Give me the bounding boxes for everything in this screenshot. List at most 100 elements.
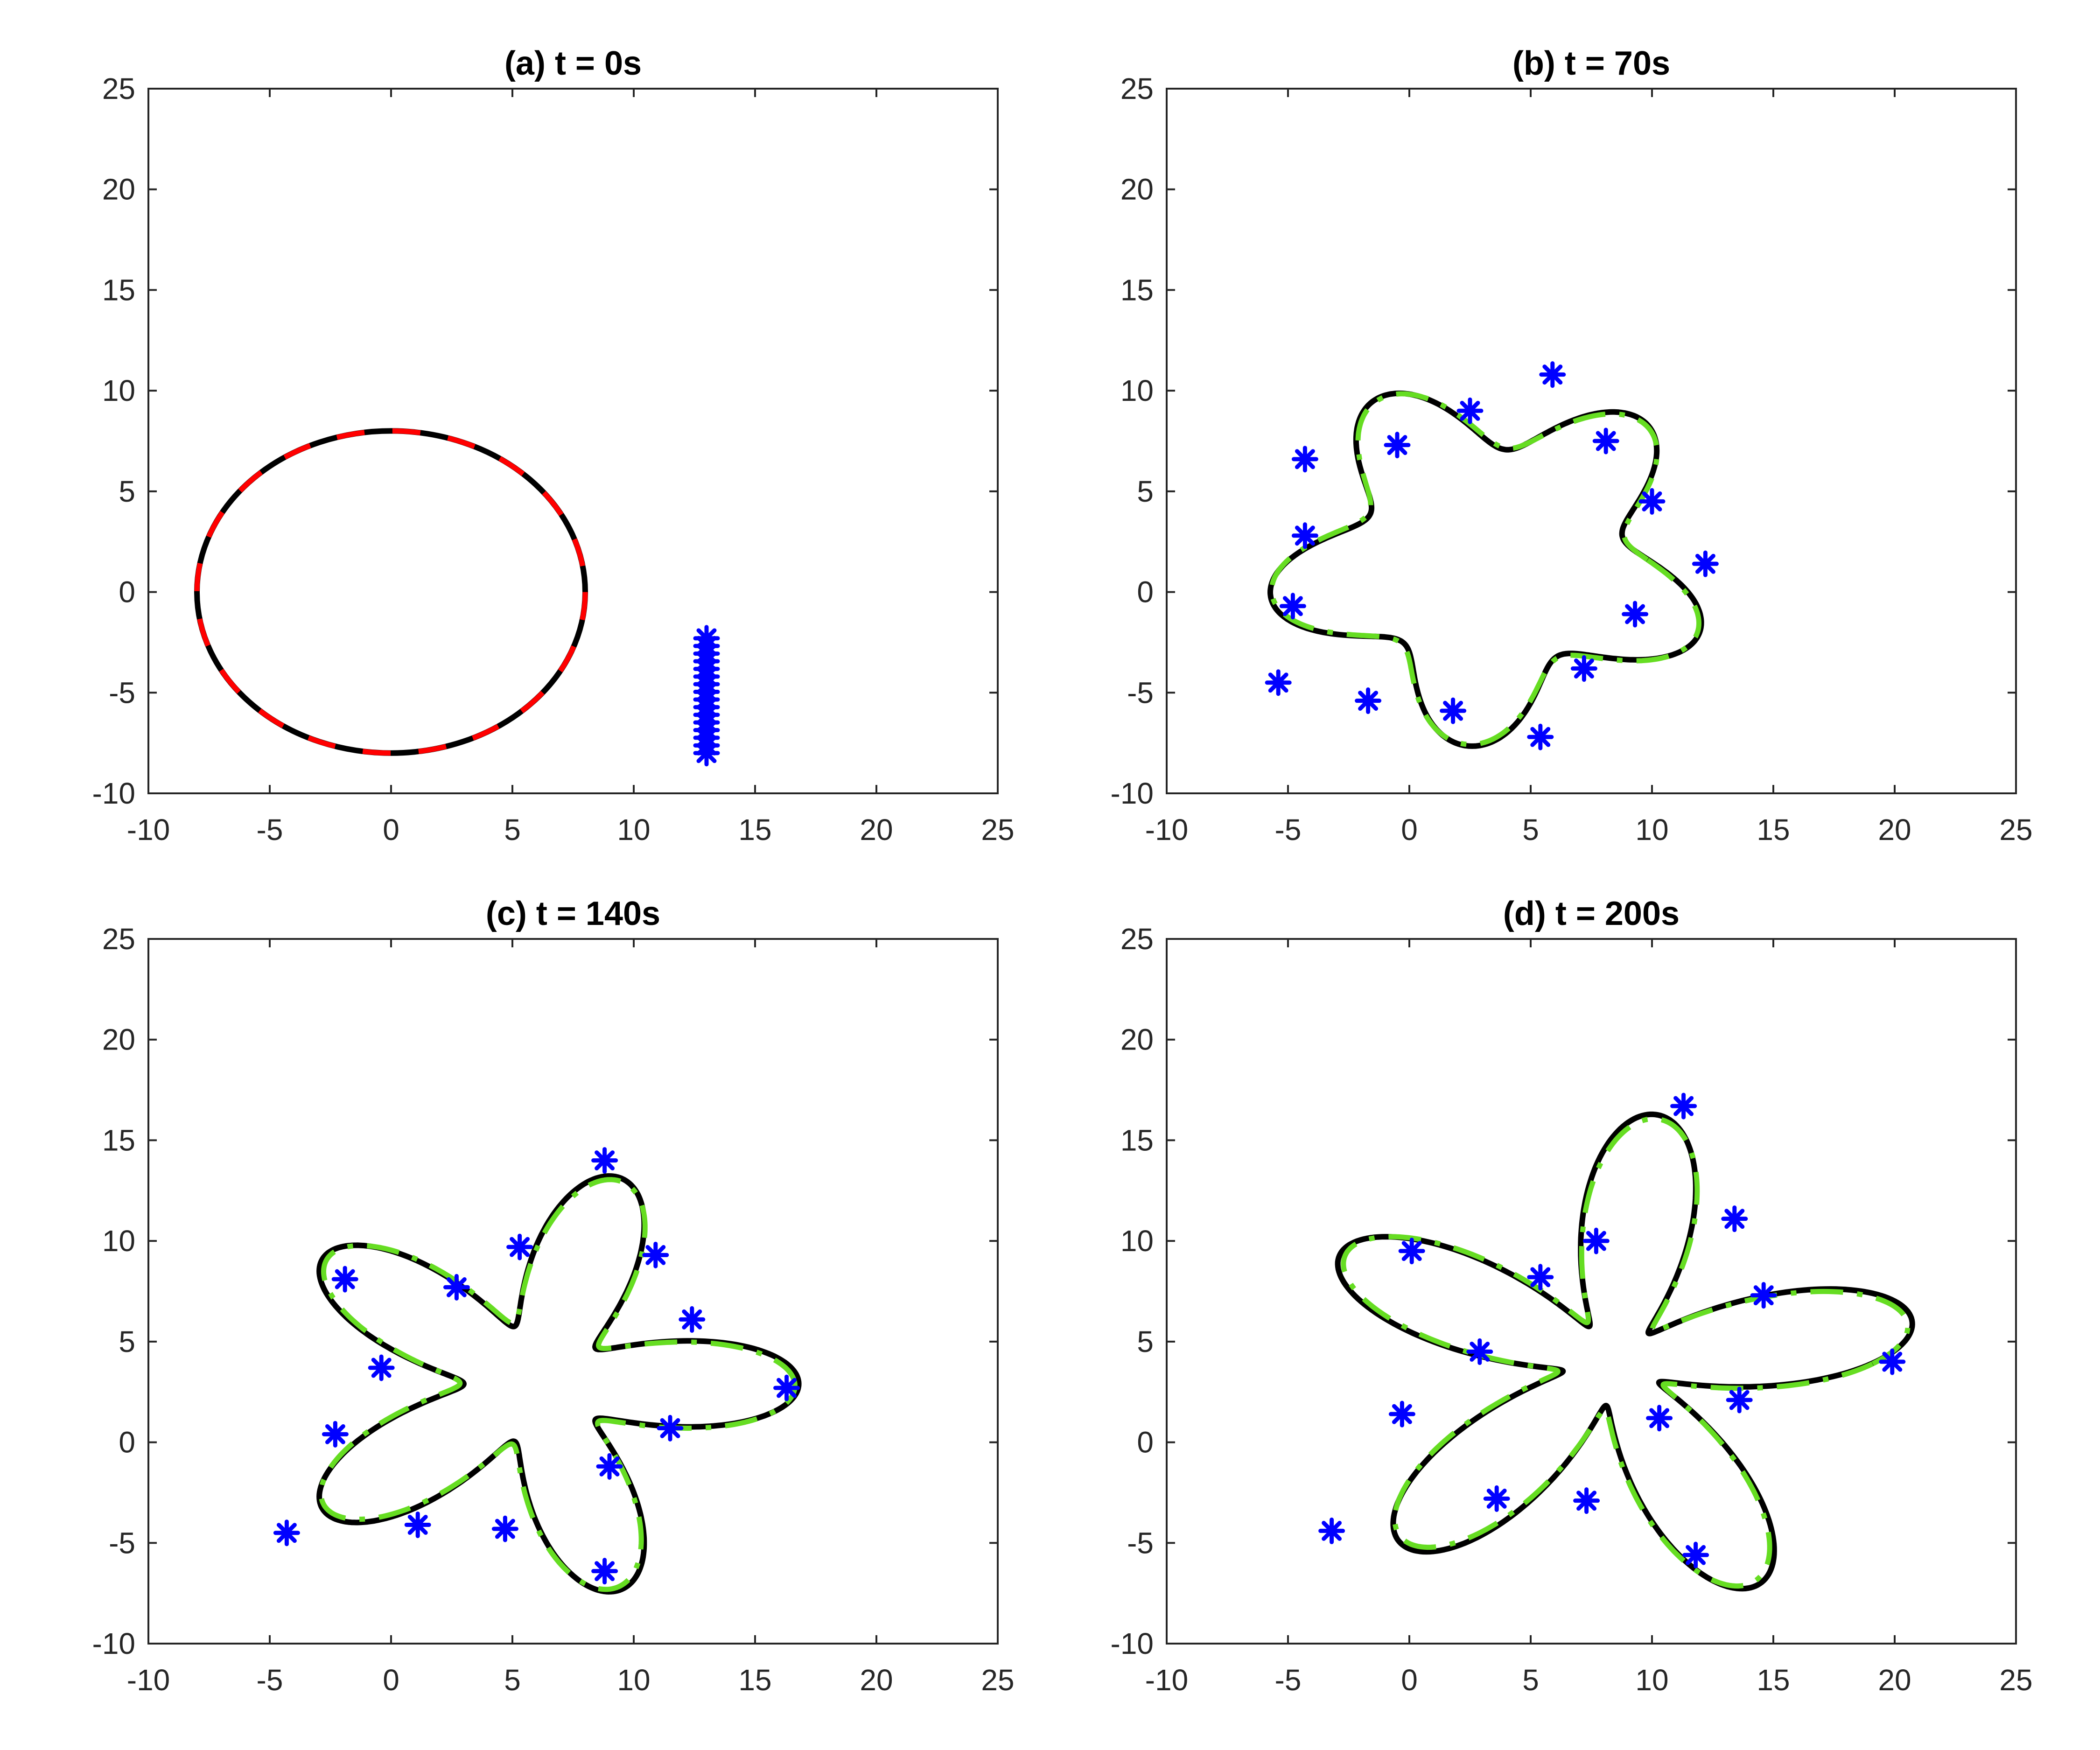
agent-marker <box>1670 1092 1697 1120</box>
plot-content <box>1318 1092 1915 1592</box>
agent-marker <box>491 1515 518 1542</box>
plot-area <box>147 88 999 794</box>
agent-marker <box>1726 1386 1753 1414</box>
agent-marker <box>657 1414 684 1442</box>
agent-marker <box>1318 1517 1345 1544</box>
y-tick-label: -10 <box>92 777 136 810</box>
agent-marker <box>1398 1238 1425 1265</box>
x-tick-label: 5 <box>504 1663 521 1697</box>
agent-marker <box>1692 550 1719 577</box>
y-tick-label: 25 <box>102 922 135 956</box>
y-tick-label: 15 <box>1120 1123 1154 1157</box>
panel-title: (a) t = 0s <box>504 45 642 82</box>
x-tick-label: 15 <box>1757 1663 1790 1697</box>
y-tick-label: 15 <box>102 273 135 307</box>
plot-content <box>1265 361 1719 750</box>
agent-marker <box>591 1147 618 1174</box>
plot-content <box>273 1147 802 1595</box>
agent-marker <box>1721 1205 1748 1232</box>
agent-marker <box>331 1266 358 1293</box>
x-tick-label: 5 <box>1522 813 1539 847</box>
agent-marker <box>1466 1338 1493 1365</box>
x-tick-label: 25 <box>981 813 1014 847</box>
y-tick-label: 10 <box>102 1224 135 1258</box>
y-tick-label: 20 <box>102 1023 135 1057</box>
y-tick-label: 20 <box>102 173 135 206</box>
y-tick-label: -5 <box>109 1526 135 1560</box>
x-tick-label: -5 <box>1275 1663 1302 1697</box>
y-tick-label: 0 <box>1137 575 1154 609</box>
y-tick-label: -10 <box>1111 777 1154 810</box>
x-tick-label: 0 <box>383 1663 399 1697</box>
y-tick-label: 25 <box>102 72 135 105</box>
y-tick-label: -5 <box>1127 1526 1154 1560</box>
x-tick-label: -5 <box>257 1663 283 1697</box>
agent-marker <box>1291 446 1318 473</box>
agent-marker <box>773 1374 800 1401</box>
panel-4: -10 -5 0 5 10 15 20 25 -10 -5 0 5 10 15 20 25 (d) t = 20… <box>1111 895 2033 1697</box>
x-tick-label: 15 <box>1757 813 1790 847</box>
panel-title: (b) t = 70s <box>1512 45 1670 82</box>
agent-marker <box>1291 522 1318 549</box>
x-tick-label: -10 <box>127 813 170 847</box>
x-tick-label: 0 <box>1401 813 1418 847</box>
panel-title: (d) t = 200s <box>1503 895 1680 932</box>
y-tick-label: 5 <box>1137 1325 1154 1358</box>
agent-marker <box>322 1421 349 1448</box>
agent-marker <box>1750 1282 1777 1309</box>
agent-marker <box>1384 432 1411 459</box>
agent-marker <box>679 1306 706 1333</box>
x-tick-label: 20 <box>860 1663 893 1697</box>
agent-marker <box>1582 1227 1610 1254</box>
y-tick-label: -5 <box>1127 676 1154 709</box>
x-tick-label: 0 <box>1401 1663 1418 1697</box>
x-tick-label: -10 <box>127 1663 170 1697</box>
y-tick-label: -5 <box>109 676 135 709</box>
y-tick-label: -10 <box>1111 1627 1154 1660</box>
agent-marker <box>1592 427 1619 455</box>
x-tick-label: 15 <box>738 1663 771 1697</box>
estimated-curve <box>1341 1116 1911 1589</box>
agent-marker <box>1573 1487 1600 1514</box>
agent-marker <box>693 625 720 652</box>
agent-marker <box>1355 687 1382 714</box>
x-tick-label: 10 <box>1635 813 1668 847</box>
y-tick-label: 0 <box>119 1426 135 1459</box>
agent-marker <box>1646 1405 1673 1432</box>
agent-marker <box>596 1453 623 1480</box>
x-tick-label: 10 <box>617 1663 650 1697</box>
x-tick-label: 25 <box>981 1663 1014 1697</box>
x-tick-label: 10 <box>617 813 650 847</box>
y-tick-label: -10 <box>92 1627 136 1660</box>
plot-area <box>1166 938 2017 1645</box>
y-tick-label: 15 <box>1120 273 1154 307</box>
agent-marker <box>443 1274 470 1301</box>
x-tick-label: -5 <box>1275 813 1302 847</box>
estimated-curve <box>318 1177 798 1592</box>
x-tick-label: -10 <box>1145 813 1189 847</box>
panel-1: -10 -5 0 5 10 15 20 25 -10 -5 0 5 10 15 20 25 (a) t = 0s <box>92 45 1015 847</box>
y-tick-label: 10 <box>1120 1224 1154 1258</box>
agent-marker <box>1527 723 1554 750</box>
x-tick-label: 20 <box>1878 1663 1911 1697</box>
agent-marker <box>1638 488 1666 515</box>
agent-marker <box>1388 1400 1415 1428</box>
x-tick-label: -5 <box>257 813 283 847</box>
y-tick-label: 5 <box>119 475 135 508</box>
x-tick-label: 25 <box>1999 813 2032 847</box>
agent-marker <box>506 1233 533 1260</box>
x-tick-label: -10 <box>1145 1663 1189 1697</box>
agent-marker <box>1539 361 1566 388</box>
agent-marker <box>273 1519 300 1547</box>
plot-area <box>1166 88 2017 794</box>
y-tick-label: 0 <box>119 575 135 609</box>
x-tick-label: 0 <box>383 813 399 847</box>
agent-marker <box>1682 1541 1709 1568</box>
agent-marker <box>1440 697 1467 724</box>
x-tick-label: 20 <box>1878 813 1911 847</box>
panels: -10 -5 0 5 10 15 20 25 -10 -5 0 5 10 15 20 25 (a) t = 0s… <box>92 45 2033 1697</box>
x-tick-label: 5 <box>504 813 521 847</box>
agent-marker <box>1879 1348 1906 1375</box>
agent-marker <box>1527 1264 1554 1291</box>
agent-marker <box>368 1354 395 1381</box>
